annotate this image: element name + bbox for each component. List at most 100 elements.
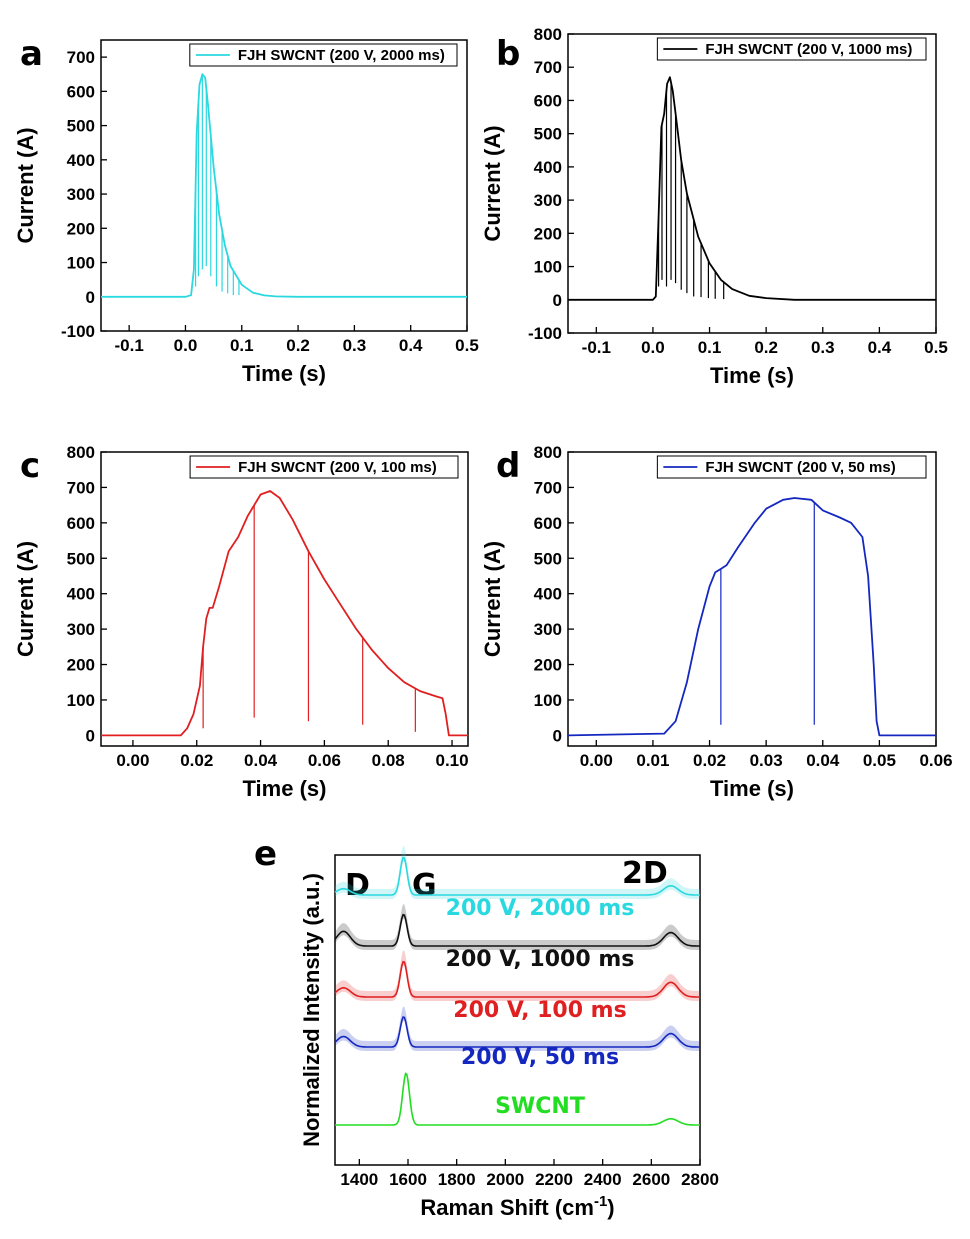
- y-axis-label: Current (A): [13, 127, 38, 243]
- y-tick-label: 800: [67, 443, 95, 462]
- y-tick-label: 500: [67, 117, 95, 136]
- y-tick-label: 500: [67, 549, 95, 568]
- y-tick-label: 100: [67, 691, 95, 710]
- x-tick-label: 0.0: [174, 336, 198, 355]
- x-tick-label: 0.08: [372, 751, 405, 770]
- spectrum-line: [334, 960, 700, 998]
- spectrum-label: 200 V, 2000 ms: [446, 896, 635, 921]
- x-tick-label: 0.2: [754, 338, 778, 357]
- x-tick-label: 0.06: [919, 751, 952, 770]
- y-tick-label: 600: [534, 514, 562, 533]
- series-line: [567, 497, 936, 737]
- spectrum-line: [334, 1016, 700, 1048]
- x-tick-label: 0.0: [641, 338, 665, 357]
- y-tick-label: 0: [86, 288, 95, 307]
- panel-e-raman-chart: e 1400 1600 1800 2000 2200 2400 2600 2800 Raman S…: [254, 834, 719, 1220]
- y-tick-label: -100: [528, 324, 562, 343]
- x-tick-label: 0.02: [180, 751, 213, 770]
- plot-frame: [567, 451, 937, 747]
- y-axis-label: Current (A): [480, 125, 505, 241]
- y-tick-label: 0: [553, 726, 562, 745]
- x-tick-label: 0.4: [399, 336, 423, 355]
- y-tick-label: 600: [67, 514, 95, 533]
- x-tick-label: 0.5: [924, 338, 948, 357]
- y-tick-label: 400: [67, 151, 95, 170]
- x-axis-label: Time (s): [242, 361, 326, 386]
- panel-letter: a: [20, 34, 43, 74]
- y-tick-label: 300: [67, 185, 95, 204]
- spectrum-label: SWCNT: [495, 1094, 585, 1119]
- legend-label: FJH SWCNT (200 V, 1000 ms): [705, 41, 912, 58]
- legend-box: [189, 43, 458, 67]
- x-tick-label: -0.1: [115, 336, 144, 355]
- plot-frame: [100, 451, 469, 747]
- y-tick-label: 400: [67, 585, 95, 604]
- y-tick-label: 300: [534, 191, 562, 210]
- x-tick-label: 0.10: [435, 751, 468, 770]
- y-tick-label: 100: [534, 691, 562, 710]
- spectrum-line: [334, 856, 700, 896]
- x-tick-label: 1400: [340, 1170, 378, 1189]
- series-line: [568, 76, 936, 301]
- spectrum-label: 200 V, 100 ms: [453, 998, 626, 1023]
- series-line: [101, 73, 467, 298]
- y-tick-label: 700: [534, 58, 562, 77]
- legend-box: [656, 455, 927, 479]
- x-tick-label: 0.04: [806, 751, 840, 770]
- x-tick-label: 0.1: [698, 338, 722, 357]
- y-tick-label: 200: [67, 219, 95, 238]
- x-tick-label: 0.2: [286, 336, 310, 355]
- x-axis-label-superscript: -1: [594, 1193, 607, 1210]
- y-tick-label: 200: [67, 656, 95, 675]
- y-tick-label: 700: [67, 48, 95, 67]
- y-tick-label: 0: [553, 291, 562, 310]
- peak-label-d: D: [345, 868, 370, 903]
- x-axis-label-main: Raman Shift (cm: [420, 1195, 594, 1220]
- x-tick-label: 0.3: [343, 336, 367, 355]
- spectrum-line: [335, 1072, 700, 1126]
- panel-letter: d: [496, 446, 520, 486]
- x-tick-label: 0.00: [580, 751, 613, 770]
- y-tick-label: 600: [67, 82, 95, 101]
- peak-label-g: G: [412, 868, 437, 903]
- x-tick-label: 1800: [438, 1170, 476, 1189]
- x-axis-label: Raman Shift (cm-1): [420, 1193, 614, 1220]
- panel-letter: e: [254, 834, 277, 874]
- spectrum-label: 200 V, 1000 ms: [446, 947, 635, 972]
- x-tick-label: 2800: [681, 1170, 719, 1189]
- x-tick-label: 2000: [486, 1170, 524, 1189]
- y-tick-label: 600: [534, 91, 562, 110]
- x-tick-label: 0.06: [308, 751, 341, 770]
- legend-box: [189, 455, 459, 479]
- x-tick-label: 0.3: [811, 338, 835, 357]
- x-tick-label: 0.01: [636, 751, 669, 770]
- y-tick-label: 200: [534, 656, 562, 675]
- panel-a-current-chart: a -0.1 0.0 0.1 0.2 0.3 0.4 0.5 -100 0 100 200 300 400…: [13, 34, 479, 386]
- legend-label: FJH SWCNT (200 V, 50 ms): [705, 459, 895, 476]
- x-tick-label: 0.04: [244, 751, 278, 770]
- x-tick-label: -0.1: [582, 338, 611, 357]
- panel-c-current-chart: c 0.00 0.02 0.04 0.06 0.08 0.10 0 100 200 300 400 50…: [13, 443, 469, 801]
- plot-frame: [567, 33, 937, 334]
- x-tick-label: 2200: [535, 1170, 573, 1189]
- y-tick-label: 700: [67, 478, 95, 497]
- y-tick-label: 100: [534, 258, 562, 277]
- y-tick-label: -100: [61, 322, 95, 341]
- y-tick-label: 300: [534, 620, 562, 639]
- spectrum-error-band: [335, 950, 700, 1001]
- y-tick-label: 800: [534, 443, 562, 462]
- y-tick-label: 700: [534, 478, 562, 497]
- x-tick-label: 1600: [389, 1170, 427, 1189]
- panel-d-current-chart: d 0.00 0.01 0.02 0.03 0.04 0.05 0.06 0 100 200 300 4…: [480, 443, 953, 801]
- y-tick-label: 800: [534, 25, 562, 44]
- x-axis-label: Time (s): [710, 363, 794, 388]
- panel-letter: c: [20, 446, 40, 486]
- peak-label-2d: 2D: [622, 856, 668, 891]
- legend-box: [656, 37, 927, 61]
- x-tick-label: 0.1: [230, 336, 254, 355]
- spectrum-error-band: [335, 846, 700, 899]
- plot-frame: [334, 854, 701, 1166]
- x-tick-label: 0.05: [863, 751, 896, 770]
- y-tick-label: 0: [86, 726, 95, 745]
- x-tick-label: 0.5: [455, 336, 479, 355]
